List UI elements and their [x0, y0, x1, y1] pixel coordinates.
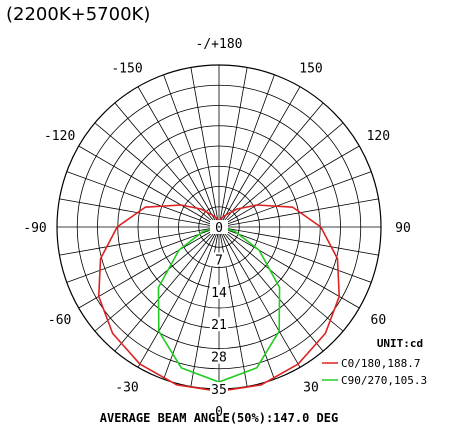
angle-label: -90 — [23, 221, 46, 236]
radial-tick-label: 35 — [211, 383, 227, 398]
angle-label: 120 — [367, 129, 390, 144]
grid-spoke — [218, 226, 324, 352]
grid-spoke — [218, 226, 301, 368]
grid-spoke — [218, 171, 372, 228]
angle-label: 0 — [215, 405, 223, 420]
legend-label-c90-270: C90/270,105.3 — [341, 374, 427, 387]
grid-spoke — [218, 74, 275, 228]
grid-spoke — [66, 226, 220, 283]
tick-label-bg — [210, 382, 228, 396]
grid-spoke — [218, 122, 344, 228]
angle-label: -120 — [44, 129, 75, 144]
beam-angle-footer: AVERAGE BEAM ANGLE(50%):147.0 DEG — [100, 411, 338, 425]
grid-spoke — [218, 102, 324, 228]
grid-spoke — [78, 145, 220, 228]
tick-label-bg — [210, 284, 228, 299]
angle-label: 150 — [299, 62, 322, 77]
grid-spoke — [218, 226, 372, 283]
grid-spoke — [114, 226, 220, 352]
grid-spoke — [94, 226, 220, 332]
grid-spoke — [190, 67, 220, 228]
radial-tick-label: 28 — [211, 351, 227, 366]
grid-spoke — [218, 226, 344, 332]
tick-label-bg — [210, 317, 228, 332]
legend-label-c0-180: C0/180,188.7 — [341, 357, 420, 370]
grid-spoke — [59, 226, 220, 256]
grid-spoke — [163, 74, 220, 228]
grid-spoke — [218, 145, 360, 228]
grid-spoke — [218, 86, 301, 228]
radial-tick-label: 21 — [211, 318, 227, 333]
axis-labels: -/+180 -150 150 -120 120 -90 90 -60 60 -30 30 0 0 7 14… — [23, 37, 411, 420]
grid-spoke — [59, 198, 220, 228]
angle-label: 60 — [371, 313, 387, 328]
tick-label-bg — [210, 349, 228, 364]
grid-spoke — [114, 102, 220, 228]
angle-label: 90 — [395, 221, 411, 236]
grid-spoke — [218, 226, 379, 256]
grid-spoke — [218, 198, 379, 228]
radial-tick-label: 7 — [215, 253, 223, 268]
angle-label: -150 — [111, 62, 142, 77]
angle-label: -60 — [48, 313, 71, 328]
grid-spoke — [137, 226, 220, 368]
tick-label-bg — [210, 220, 228, 234]
chart-title: (2200K+5700K) — [6, 4, 151, 25]
radial-tick-label: 14 — [211, 286, 227, 301]
angle-label: -/+180 — [196, 37, 243, 52]
grid-spoke — [78, 226, 220, 309]
grid-spoke — [137, 86, 220, 228]
grid-spoke — [218, 226, 360, 309]
unit-label: UNIT:cd — [377, 337, 423, 350]
grid-spoke — [218, 67, 248, 228]
angle-label: 30 — [303, 380, 319, 395]
radial-tick-label: 0 — [215, 221, 223, 236]
tick-label-bg — [210, 252, 228, 267]
angle-label: -30 — [115, 380, 138, 395]
grid-spoke — [94, 122, 220, 228]
grid-spoke — [66, 171, 220, 228]
